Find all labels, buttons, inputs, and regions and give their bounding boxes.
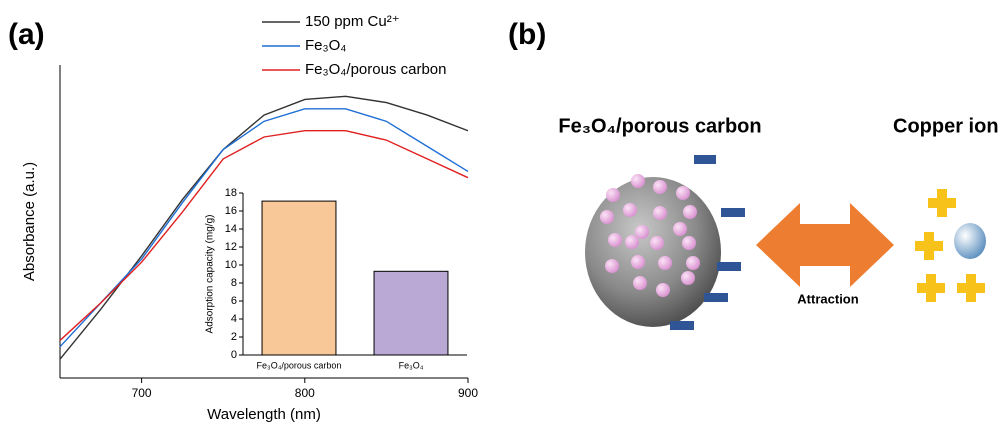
- bar: [262, 201, 336, 355]
- x-tick-label: 700: [132, 386, 152, 400]
- inset-y-tick-label: 16: [225, 205, 237, 217]
- diagram: Fe₃O₄/porous carbon Copper ion Attractio…: [558, 115, 998, 330]
- copper-ions: [915, 189, 986, 302]
- ion-label: Copper ion: [893, 115, 999, 137]
- inset-y-tick-label: 6: [231, 295, 237, 307]
- legend-label: Fe₃O₄: [305, 37, 346, 54]
- particle: [585, 177, 721, 327]
- inset-x-tick-label: Fe₃O₄: [399, 360, 424, 370]
- inset-y-axis-label: Adsorption capacity (mg/g): [205, 215, 216, 334]
- figure: (a) (b) 700 800 900 Wavelength (nm) Absorban…: [0, 0, 1007, 427]
- inset-y-tick-label: 12: [225, 241, 237, 253]
- panel-label: (a): [8, 18, 45, 51]
- arrow-label: Attraction: [797, 291, 858, 306]
- inset-y-tick-label: 18: [225, 187, 237, 199]
- main-chart: 700 800 900 Wavelength (nm) Absorbance (a.u.…: [21, 13, 478, 423]
- inset-y-tick-label: 14: [225, 223, 237, 235]
- inset-x-tick-label: Fe₃O₄/porous carbon: [257, 360, 342, 370]
- bar: [374, 271, 448, 355]
- x-axis-label: Wavelength (nm): [207, 406, 321, 423]
- inset-y-tick-label: 10: [225, 259, 237, 271]
- inset-y-tick-label: 4: [231, 313, 237, 325]
- y-axis-label: Absorbance (a.u.): [21, 162, 38, 281]
- inset-y-tick-label: 8: [231, 277, 237, 289]
- particle-label: Fe₃O₄/porous carbon: [558, 115, 761, 137]
- attraction-arrow: [756, 203, 894, 287]
- inset-y-tick-label: 2: [231, 331, 237, 343]
- panel-label: (b): [508, 18, 546, 51]
- inset-y-tick-label: 0: [231, 349, 237, 361]
- legend-label: Fe₃O₄/porous carbon: [305, 61, 446, 78]
- legend-label: 150 ppm Cu²⁺: [305, 13, 400, 30]
- x-tick-label: 800: [295, 386, 315, 400]
- x-tick-label: 900: [458, 386, 478, 400]
